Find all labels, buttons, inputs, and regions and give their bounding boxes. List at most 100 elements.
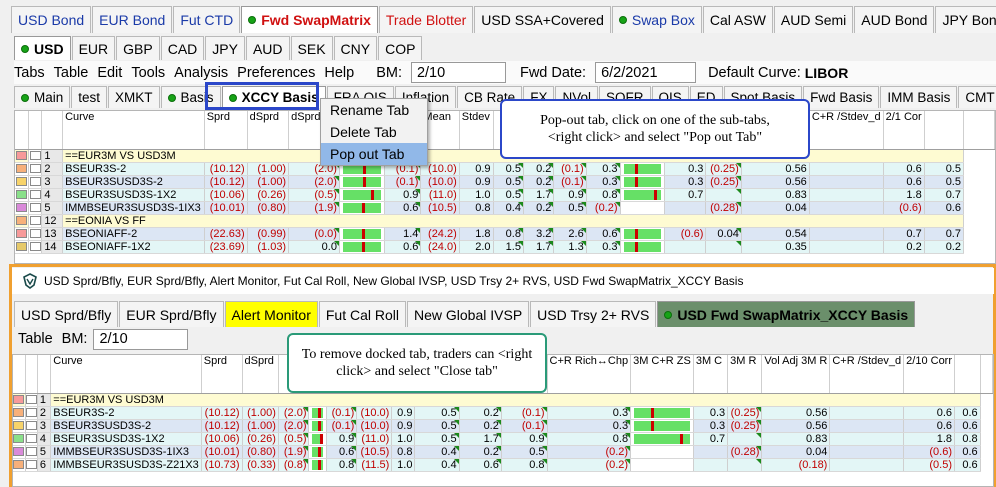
cell-c3[interactable]: (0.1) [553, 175, 587, 189]
cell-dsst[interactable]: (1.9) [278, 445, 310, 459]
row-checkbox[interactable] [29, 151, 41, 160]
cell-r[interactable]: 0.54 [741, 227, 810, 241]
currency-tab-aud[interactable]: AUD [245, 36, 290, 60]
docked-tab-usd-trsy-2-rvs[interactable]: USD Trsy 2+ RVS [530, 301, 657, 327]
cell-c4[interactable]: (0.2) [547, 445, 632, 459]
cell-cc[interactable]: (0.25) [727, 419, 763, 433]
cell-cs[interactable]: 0.2 [883, 240, 925, 254]
cell-c1[interactable]: 0.5 [493, 162, 524, 176]
cell-c3[interactable]: 0.9 [553, 188, 587, 202]
cell-z[interactable]: 1.4 [384, 227, 422, 241]
row-checkbox[interactable] [25, 408, 37, 417]
row-checkbox[interactable] [29, 216, 41, 225]
cell-cor[interactable]: 0.5 [924, 175, 964, 189]
cell-c2[interactable]: 1.7 [523, 240, 555, 254]
cell-dsst[interactable]: (0.5) [288, 188, 340, 202]
cell-c4[interactable]: 0.8 [547, 432, 632, 446]
table-row[interactable]: 6 IMMBSEUR3SUSD3S-Z21X3 (10.73) (0.33) (0.8)… [13, 458, 993, 472]
row-color-swatch[interactable] [15, 177, 27, 186]
cell-mean[interactable]: (11.0) [356, 432, 393, 446]
cell-z[interactable]: 0.6 [384, 201, 422, 215]
row-checkbox[interactable] [29, 190, 41, 199]
top-tab-fwd-swapmatrix[interactable]: Fwd SwapMatrix [241, 6, 378, 33]
cell-zs[interactable]: 0.3 [664, 175, 707, 189]
cell-va[interactable] [829, 445, 905, 459]
cell-c3[interactable]: (0.1) [553, 162, 587, 176]
cell-z[interactable]: 0.9 [384, 188, 422, 202]
cell-std[interactable]: 1.0 [391, 458, 416, 472]
table-row[interactable]: 13 BSEONIAFF-2 (22.63) (0.99) (0.0) 1.4 (24.2)… [15, 227, 995, 241]
row-color-swatch[interactable] [13, 447, 25, 456]
row-checkbox[interactable] [29, 203, 41, 212]
currency-tab-eur[interactable]: EUR [71, 36, 116, 60]
cell-curve[interactable]: IMMBSEUR3SUSD3S-1IX3 [50, 445, 202, 459]
cell-curve[interactable]: BSEUR3SUSD3S-1X2 [50, 432, 202, 446]
cell-c4[interactable]: 0.6 [586, 227, 621, 241]
cell-cor[interactable]: 0.8 [954, 432, 981, 446]
row-color-swatch[interactable] [13, 408, 25, 417]
cell-dsprd[interactable]: (1.00) [247, 162, 290, 176]
row-color-swatch[interactable] [15, 216, 27, 225]
cell-va[interactable] [829, 419, 905, 433]
cell-mean[interactable]: (11.5) [356, 458, 393, 472]
cell-r[interactable]: 0.83 [761, 432, 831, 446]
docked-tab-fut-cal-roll[interactable]: Fut Cal Roll [318, 301, 406, 327]
context-menu-rename-tab[interactable]: Rename Tab [330, 102, 410, 118]
cell-dsprd[interactable]: (1.00) [242, 419, 279, 433]
cell-cc[interactable]: (0.25) [705, 162, 742, 176]
cell-dsprd[interactable]: (1.03) [247, 240, 290, 254]
menu-edit[interactable]: Edit [97, 64, 123, 81]
currency-tab-jpy[interactable]: JPY [205, 36, 245, 60]
cell-std[interactable]: 0.9 [391, 406, 416, 420]
table-row[interactable]: 2 BSEUR3S-2 (10.12) (1.00) (2.0) (0.1) (10.0) 0… [15, 162, 995, 176]
cell-r[interactable]: 0.35 [741, 240, 810, 254]
cell-cs[interactable]: 0.7 [883, 227, 925, 241]
cell-std[interactable]: 0.8 [391, 445, 416, 459]
row-color-swatch[interactable] [13, 421, 25, 430]
cell-r[interactable]: 0.56 [741, 162, 810, 176]
cell-zs[interactable]: (0.6) [664, 227, 707, 241]
sub-tab-xmkt[interactable]: XMKT [108, 86, 160, 108]
cell-sprd[interactable]: (10.12) [201, 406, 243, 420]
cell-std[interactable]: 1.0 [391, 432, 416, 446]
cell-curve[interactable]: BSEUR3SUSD3S-1X2 [62, 188, 205, 202]
cell-c4[interactable]: 0.3 [547, 406, 632, 420]
cell-c2[interactable]: 0.2 [523, 162, 555, 176]
cell-va[interactable] [809, 227, 884, 241]
row-checkbox[interactable] [25, 460, 37, 469]
row-color-swatch[interactable] [13, 395, 25, 404]
top-tab-swap-box[interactable]: Swap Box [611, 6, 702, 33]
docked-table-menu[interactable]: Table [18, 331, 53, 347]
column-header[interactable]: dSprd [249, 111, 279, 123]
cell-cor[interactable]: 0.6 [924, 201, 964, 215]
cell-mean[interactable]: (10.0) [356, 406, 393, 420]
cell-std[interactable]: 1.8 [459, 227, 494, 241]
cell-dsst[interactable]: 0.0 [288, 240, 340, 254]
cell-cor[interactable]: 0.2 [924, 240, 964, 254]
cell-z[interactable]: 0.6 [326, 445, 358, 459]
cell-va[interactable] [829, 458, 905, 472]
cell-c1[interactable]: 0.8 [493, 227, 524, 241]
column-header[interactable]: 3M C+R ZS [633, 355, 691, 367]
menu-analysis[interactable]: Analysis [174, 64, 229, 81]
table-row[interactable]: 14 BSEONIAFF-1X2 (23.69) (1.03) 0.0 0.6 (24.0)… [15, 240, 995, 254]
cell-sprd[interactable]: (23.69) [204, 240, 248, 254]
cell-cs[interactable]: 1.8 [883, 188, 925, 202]
row-color-swatch[interactable] [15, 190, 27, 199]
table-row[interactable]: 4 BSEUR3SUSD3S-1X2 (10.06) (0.26) (0.5) 0.9 (1… [15, 188, 995, 202]
cell-sprd[interactable]: (10.12) [204, 175, 248, 189]
column-header[interactable]: Sprd [206, 111, 230, 123]
cell-curve[interactable]: BSEUR3S-2 [62, 162, 205, 176]
cell-c2[interactable]: 0.6 [459, 458, 502, 472]
cell-c1[interactable]: 1.5 [493, 240, 524, 254]
currency-tab-cop[interactable]: COP [378, 36, 423, 60]
cell-cc[interactable]: (0.28) [705, 201, 742, 215]
cell-dsprd[interactable]: (0.26) [242, 432, 279, 446]
cell-cs[interactable]: 1.8 [903, 432, 956, 446]
currency-tab-cad[interactable]: CAD [160, 36, 205, 60]
cell-c2[interactable]: 0.2 [523, 175, 555, 189]
cell-dsprd[interactable]: (1.00) [247, 175, 290, 189]
cell-r[interactable]: 0.56 [761, 406, 831, 420]
column-header[interactable]: C+R Rich↔Chp [549, 355, 629, 367]
group-header-row[interactable]: 1 ==EUR3M VS USD3M [13, 393, 993, 407]
